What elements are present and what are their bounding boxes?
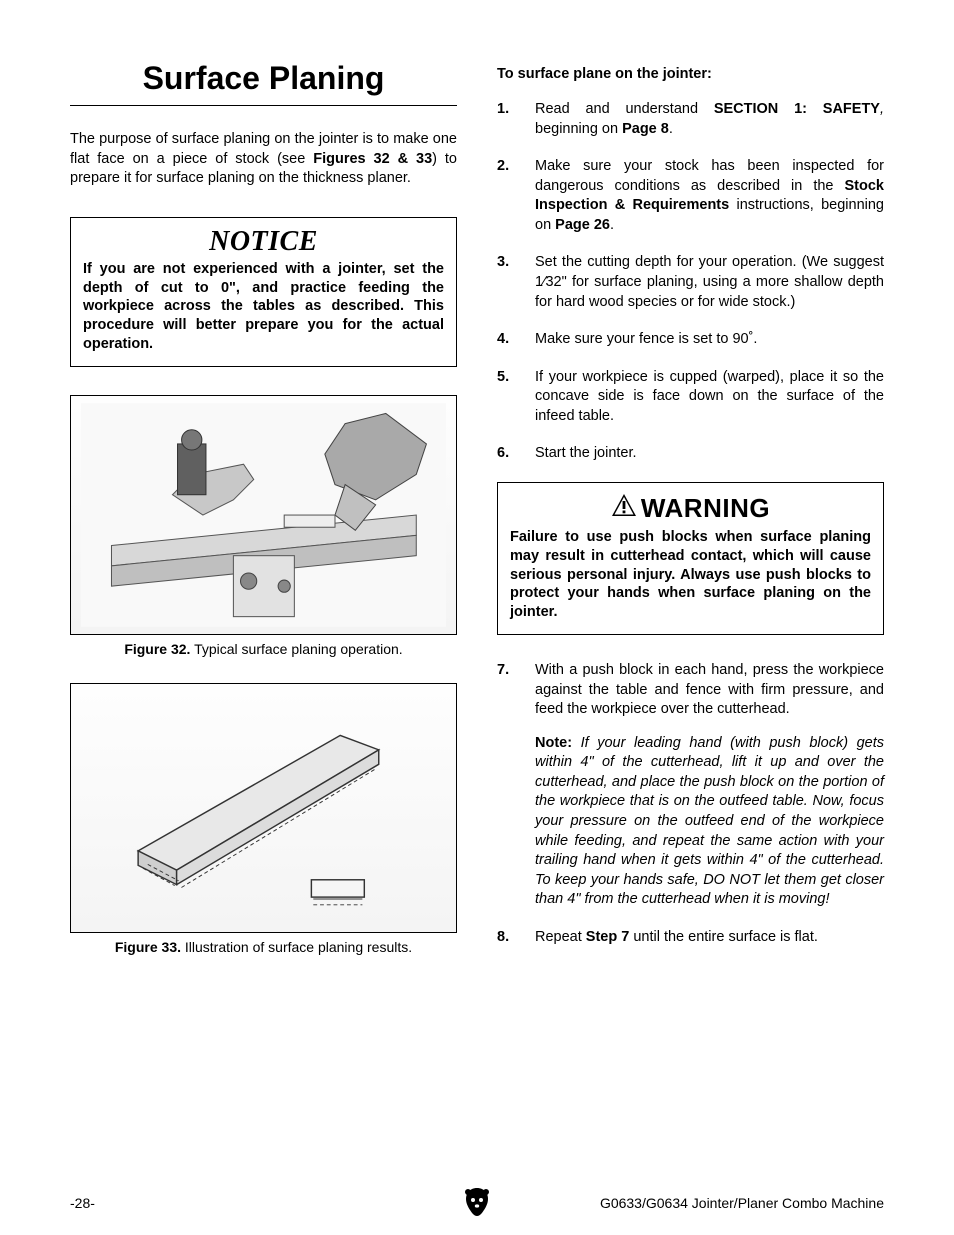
- notice-title: NOTICE: [83, 226, 444, 258]
- warning-triangle-icon: [611, 493, 637, 524]
- s8a: Repeat: [535, 929, 586, 945]
- page-title: Surface Planing: [70, 60, 457, 106]
- figure-32-image: [70, 395, 457, 635]
- page-footer: -28- G0633/G0634 Jointer/Planer Combo Ma…: [70, 1195, 884, 1211]
- intro-figref: Figures 32 & 33: [313, 151, 432, 167]
- s1c: beginning on: [535, 121, 622, 137]
- step-5: If your workpiece is cupped (warped), pl…: [497, 368, 884, 427]
- fig33-text: Illustration of surface planing results.: [181, 939, 412, 955]
- step-3: Set the cutting depth for your operation…: [497, 253, 884, 312]
- s1d: Page 8: [622, 121, 669, 137]
- procedure-list: Read and understand SECTION 1: SAFETY, b…: [497, 100, 884, 464]
- fig32-text: Typical surface planing operation.: [190, 641, 402, 657]
- left-column: Surface Planing The purpose of surface p…: [70, 60, 457, 981]
- warning-box: WARNING Failure to use push blocks when …: [497, 482, 884, 635]
- s2a: Make sure your stock has been inspected …: [535, 158, 884, 194]
- warning-title-text: WARNING: [641, 493, 770, 524]
- note-label: Note:: [535, 735, 572, 751]
- s2e: .: [610, 217, 614, 233]
- step-8: Repeat Step 7 until the entire surface i…: [497, 928, 884, 948]
- figure-32-caption: Figure 32. Typical surface planing opera…: [70, 641, 457, 657]
- notice-box: NOTICE If you are not experienced with a…: [70, 217, 457, 367]
- notice-text: If you are not experienced with a jointe…: [83, 260, 444, 354]
- s8b: Step 7: [586, 929, 630, 945]
- step-7: With a push block in each hand, press th…: [497, 661, 884, 910]
- step-7-note: Note: If your leading hand (with push bl…: [535, 734, 884, 910]
- figure-33-caption: Figure 33. Illustration of surface plani…: [70, 939, 457, 955]
- step-4: Make sure your fence is set to 90˚.: [497, 330, 884, 350]
- s2d: Page 26: [555, 217, 610, 233]
- s1a: Read and understand: [535, 101, 714, 117]
- footer-logo-icon: [460, 1185, 494, 1222]
- warning-text: Failure to use push blocks when surface …: [510, 528, 871, 622]
- s1c-comma: ,: [880, 101, 884, 117]
- procedure-list-cont: With a push block in each hand, press th…: [497, 661, 884, 947]
- right-column: To surface plane on the jointer: Read an…: [497, 60, 884, 981]
- s1e: .: [669, 121, 673, 137]
- footer-model: G0633/G0634 Jointer/Planer Combo Machine: [600, 1195, 884, 1211]
- jointer-illustration: [81, 402, 447, 628]
- figure-33-image: [70, 683, 457, 933]
- plank-illustration: [90, 696, 437, 919]
- page-number: -28-: [70, 1195, 95, 1211]
- warning-title: WARNING: [510, 493, 871, 524]
- fig33-label: Figure 33.: [115, 939, 181, 955]
- step-2: Make sure your stock has been inspected …: [497, 157, 884, 235]
- note-body: If your leading hand (with push block) g…: [535, 735, 884, 908]
- s8c: until the entire surface is flat.: [629, 929, 818, 945]
- step-6: Start the jointer.: [497, 444, 884, 464]
- s7a: With a push block in each hand, press th…: [535, 662, 884, 717]
- fig32-label: Figure 32.: [124, 641, 190, 657]
- step-1: Read and understand SECTION 1: SAFETY, b…: [497, 100, 884, 139]
- intro-paragraph: The purpose of surface planing on the jo…: [70, 130, 457, 189]
- procedure-heading: To surface plane on the jointer:: [497, 66, 884, 82]
- s1b: SECTION 1: SAFETY: [714, 101, 880, 117]
